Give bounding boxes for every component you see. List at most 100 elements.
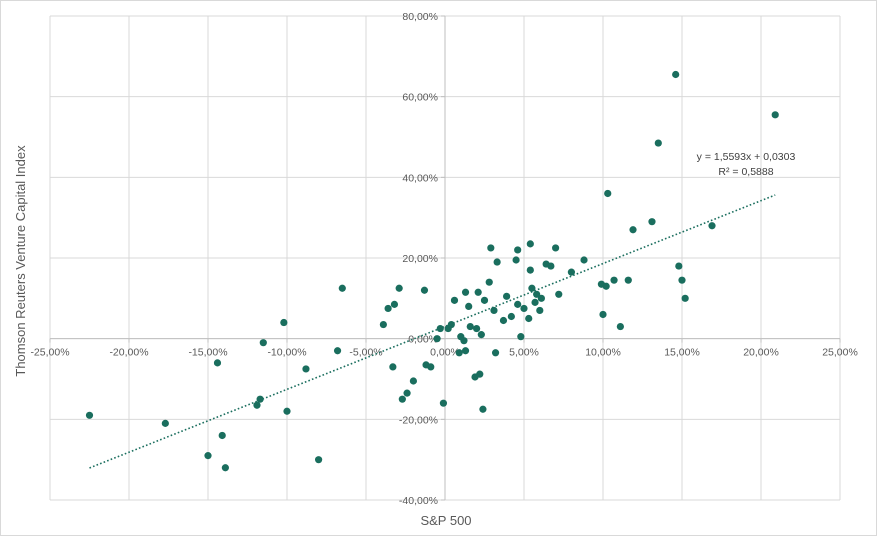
x-tick-label: -10,00% [267, 347, 306, 359]
data-point [503, 292, 511, 300]
data-point [537, 294, 545, 302]
data-point [480, 296, 489, 304]
data-point [602, 282, 610, 290]
x-tick-label: -20,00% [109, 347, 148, 359]
data-point [604, 189, 612, 198]
x-tick-label: -5,00% [349, 347, 382, 359]
y-tick-label: 20,00% [402, 253, 438, 265]
data-point [204, 452, 212, 460]
data-point [526, 266, 534, 274]
data-point [479, 405, 487, 413]
data-point [599, 310, 607, 319]
data-point [280, 318, 288, 327]
data-point [476, 370, 484, 378]
data-point [213, 359, 222, 367]
data-point [517, 333, 525, 341]
data-point [161, 419, 169, 427]
data-point [389, 363, 397, 371]
data-point [580, 256, 588, 264]
data-point [675, 262, 683, 270]
data-point [384, 304, 392, 313]
data-point [520, 304, 528, 313]
data-point [302, 365, 310, 373]
data-point [487, 244, 495, 252]
data-point [624, 276, 632, 284]
data-point [536, 306, 544, 315]
data-point [490, 306, 498, 315]
data-point [552, 244, 560, 252]
data-point [531, 298, 539, 306]
data-point [395, 284, 403, 292]
data-point [654, 139, 662, 147]
data-point [390, 300, 399, 308]
data-point [465, 302, 473, 310]
data-point [315, 456, 323, 464]
trendline-equation: y = 1,5593x + 0,0303 [697, 151, 796, 163]
x-tick-label: 25,00% [822, 347, 858, 359]
y-axis-title: Thomson Reuters Venture Capital Index [13, 145, 28, 377]
data-point [338, 284, 346, 292]
y-tick-label: 0,00% [408, 334, 438, 346]
trendline-r-squared: R² = 0,5888 [718, 166, 773, 178]
y-tick-label: -20,00% [399, 414, 438, 426]
data-point [512, 256, 520, 264]
data-point [461, 347, 470, 355]
data-point [253, 401, 261, 409]
data-point [514, 300, 522, 308]
data-point [474, 288, 482, 296]
data-point [507, 312, 515, 321]
data-point [555, 290, 563, 298]
data-point [460, 337, 468, 345]
axes [49, 15, 841, 501]
data-point [499, 316, 508, 325]
data-point [259, 339, 267, 347]
data-point [433, 335, 441, 343]
x-tick-labels: -25,00% -20,00% -15,00% -10,00% -5,00% 0,00% 5… [30, 347, 857, 359]
data-point [450, 296, 459, 304]
data-point [439, 399, 448, 407]
data-point [528, 284, 536, 292]
data-point [473, 324, 481, 333]
data-point [678, 276, 686, 284]
x-tick-label: 10,00% [585, 347, 621, 359]
data-point [466, 322, 474, 331]
data-point [485, 278, 493, 286]
data-point [648, 218, 656, 226]
y-tick-label: 60,00% [402, 92, 438, 104]
data-points [85, 70, 779, 472]
data-point [256, 395, 264, 403]
data-point [420, 286, 429, 294]
x-tick-label: 20,00% [743, 347, 779, 359]
y-tick-label: 40,00% [402, 172, 438, 184]
data-point [708, 222, 716, 230]
data-point [461, 288, 470, 296]
data-point [221, 464, 229, 472]
data-point [672, 70, 680, 79]
trendline-path [89, 194, 776, 469]
data-point [427, 363, 435, 371]
data-point [455, 349, 463, 357]
data-point [567, 268, 576, 276]
data-point [379, 320, 387, 329]
data-point [681, 294, 689, 302]
x-axis-title: S&P 500 [420, 513, 471, 528]
x-tick-label: 0,00% [430, 347, 460, 359]
data-point [333, 347, 342, 355]
data-point [218, 431, 226, 440]
data-point [514, 246, 522, 254]
data-point [629, 226, 637, 234]
x-tick-label: 15,00% [664, 347, 700, 359]
trendline [89, 194, 776, 469]
data-point [771, 111, 779, 119]
y-tick-label: 80,00% [402, 11, 438, 23]
data-point [283, 407, 291, 415]
data-point [610, 276, 618, 284]
x-tick-label: -15,00% [188, 347, 227, 359]
data-point [533, 290, 541, 298]
data-point [409, 377, 417, 385]
data-point [398, 395, 406, 403]
y-tick-label: -40,00% [399, 495, 438, 507]
data-point [525, 314, 533, 323]
